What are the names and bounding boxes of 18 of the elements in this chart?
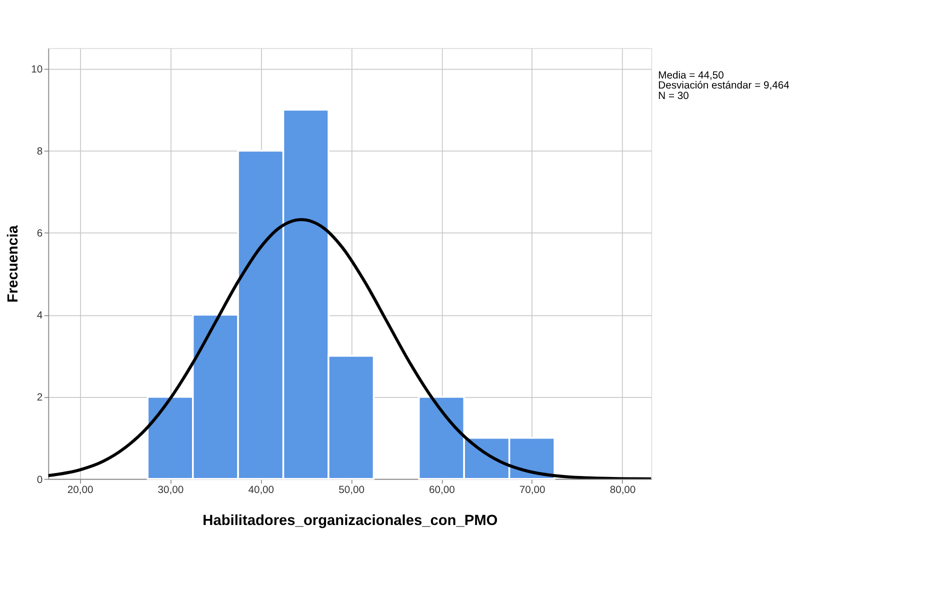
x-tick-label: 40,00 <box>248 485 274 496</box>
x-tick-label: 50,00 <box>338 485 365 496</box>
x-tick-label: 80,00 <box>610 485 636 496</box>
x-tick-label: 70,00 <box>519 485 546 496</box>
y-tick-label: 6 <box>36 228 43 240</box>
text: Desviación estándar = 9,464 <box>658 80 790 92</box>
y-tick-label: 0 <box>36 474 43 486</box>
y-axis-title: Frecuencia <box>5 224 22 303</box>
x-tick-label: 20,00 <box>67 485 94 496</box>
y-tick-label: 10 <box>31 64 43 76</box>
y-tick-label: 8 <box>36 146 43 158</box>
y-tick-label: 2 <box>36 392 43 404</box>
x-tick-label: 60,00 <box>429 485 456 496</box>
x-axis-title: Habilitadores_organizacionales_con_PMO <box>202 512 498 529</box>
x-tick-label: 30,00 <box>158 485 184 496</box>
text: N = 30 <box>658 91 690 102</box>
y-tick-label: 4 <box>36 310 43 322</box>
text: Media = 44,50 <box>658 70 724 82</box>
